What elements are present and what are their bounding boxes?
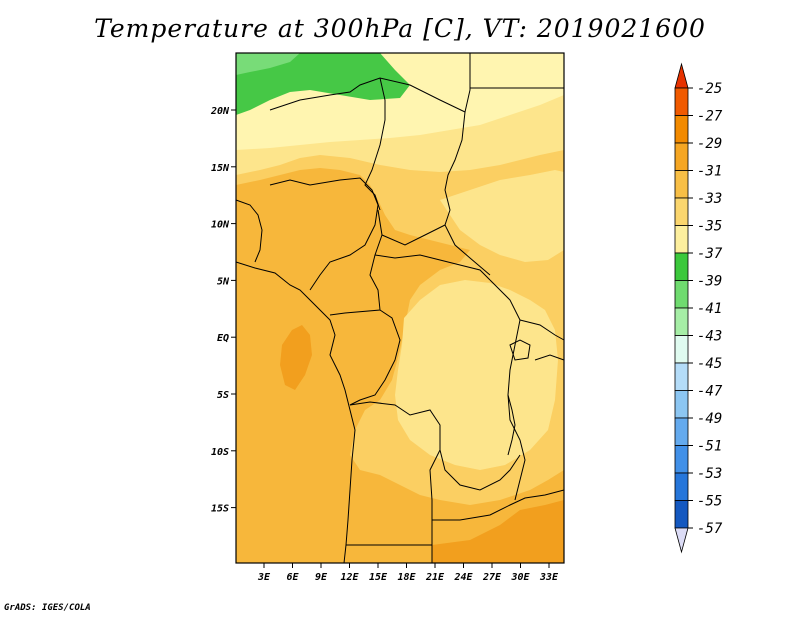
colorbar-segment bbox=[674, 362, 689, 391]
lon-tick-label: 15E bbox=[369, 572, 388, 583]
colorbar-segment bbox=[674, 500, 689, 529]
border-zambia-sw bbox=[432, 489, 565, 521]
colorbar-segment bbox=[674, 142, 689, 171]
lon-tick-label: 6E bbox=[286, 572, 299, 583]
colorbar-segment bbox=[674, 445, 689, 474]
lat-tick-label: 15S bbox=[211, 504, 229, 515]
lat-tick-label: 15N bbox=[211, 163, 230, 174]
lon-tick-label: 18E bbox=[397, 572, 416, 583]
longitude-axis: 3E 6E 9E 12E 15E 18E 21E 24E 27E 30E 33E bbox=[257, 563, 559, 583]
shading-green-light-north bbox=[236, 53, 300, 75]
colorbar-bottom-arrow bbox=[674, 527, 689, 554]
shading-yellow-orange-ne bbox=[440, 170, 564, 262]
colorbar-label: -57 bbox=[697, 521, 723, 537]
colorbar-label: -31 bbox=[697, 164, 722, 180]
border-chad-sudan bbox=[444, 111, 491, 276]
colorbar-segment bbox=[674, 472, 689, 501]
colorbar-label: -49 bbox=[697, 411, 722, 427]
border-far-west bbox=[235, 199, 263, 263]
lon-tick-label: 3E bbox=[257, 572, 271, 583]
lon-tick-label: 27E bbox=[482, 572, 502, 583]
map-frame bbox=[235, 52, 565, 564]
colorbar-segment bbox=[674, 252, 689, 281]
border-congo bbox=[349, 309, 401, 406]
lon-tick-label: 33E bbox=[539, 572, 559, 583]
colorbar-label: -27 bbox=[697, 109, 723, 125]
border-east-2 bbox=[519, 319, 565, 361]
grads-credit: GrADS: IGES/COLA bbox=[4, 603, 91, 613]
border-car bbox=[374, 224, 491, 281]
colorbar-label: -33 bbox=[697, 191, 722, 207]
coastline-west-africa bbox=[235, 261, 356, 564]
shading-dark-orange-se bbox=[432, 500, 564, 563]
colorbar-label: -25 bbox=[697, 81, 722, 97]
colorbar-label: -41 bbox=[697, 301, 722, 317]
colorbar-label: -53 bbox=[697, 466, 722, 482]
lat-tick-label: 5S bbox=[217, 390, 229, 401]
colorbar-label: -45 bbox=[697, 356, 722, 372]
colorbar-segment bbox=[674, 417, 689, 446]
lon-tick-label: 24E bbox=[453, 572, 473, 583]
colorbar-segment bbox=[674, 225, 689, 254]
colorbar-label: -47 bbox=[697, 384, 723, 400]
map-shading bbox=[236, 53, 564, 563]
border-cameroon bbox=[329, 209, 383, 316]
shading-green-north bbox=[236, 53, 410, 115]
lat-tick-label: 20N bbox=[210, 106, 230, 117]
colorbar-label: -43 bbox=[697, 329, 722, 345]
colorbar-segment bbox=[674, 390, 689, 419]
colorbar-segment bbox=[674, 115, 689, 144]
map-borders bbox=[235, 53, 565, 564]
lon-tick-label: 21E bbox=[425, 572, 445, 583]
colorbar-label: -29 bbox=[697, 136, 722, 152]
lat-tick-label: EQ bbox=[217, 333, 229, 344]
lake-tanganyika bbox=[507, 394, 516, 456]
colorbar-label: -37 bbox=[697, 246, 723, 262]
border-angola-zambia bbox=[429, 449, 441, 563]
colorbar-top-arrow bbox=[674, 62, 689, 89]
lat-tick-label: 5N bbox=[217, 276, 230, 287]
lon-tick-label: 12E bbox=[340, 572, 359, 583]
latitude-axis: 20N 15N 10N 5N EQ 5S 10S 15S bbox=[210, 106, 236, 515]
colorbar-segment bbox=[674, 307, 689, 336]
lat-tick-label: 10S bbox=[211, 447, 229, 458]
colorbar-segment bbox=[674, 170, 689, 199]
colorbar-segment bbox=[674, 335, 689, 364]
colorbar-segment bbox=[674, 87, 689, 116]
border-nigeria bbox=[269, 177, 379, 291]
lat-tick-label: 10N bbox=[211, 220, 230, 231]
colorbar-segment bbox=[674, 197, 689, 226]
colorbar-label: -39 bbox=[697, 274, 722, 290]
lon-tick-label: 9E bbox=[315, 572, 328, 583]
lake-victoria bbox=[509, 339, 531, 361]
colorbar-label: -35 bbox=[697, 219, 722, 235]
colorbar-label: -51 bbox=[697, 439, 722, 455]
shading-light-yellow-central bbox=[395, 280, 558, 470]
lon-tick-label: 30E bbox=[510, 572, 530, 583]
border-east bbox=[489, 279, 526, 501]
shading-dark-orange-west bbox=[280, 325, 312, 390]
colorbar-label: -55 bbox=[697, 494, 722, 510]
colorbar: -25 -27 -29 -31 -33 -35 -37 -39 -41 -43 -45 -47 -49 -… bbox=[674, 62, 723, 554]
colorbar-segment bbox=[674, 280, 689, 309]
chart-title: Temperature at 300hPa [C], VT: 201902160… bbox=[94, 14, 706, 43]
